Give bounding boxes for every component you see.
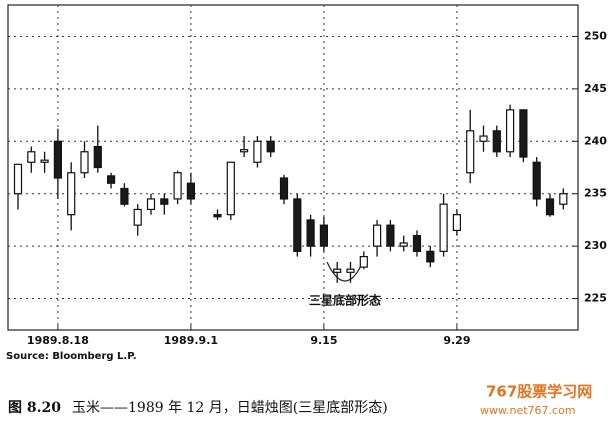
- candle-body: [106, 175, 116, 184]
- y-tick-label: 240: [584, 134, 607, 147]
- candle-body: [266, 140, 275, 153]
- candle-body: [279, 177, 289, 200]
- candle-body: [412, 235, 422, 252]
- candle-body: [346, 268, 355, 273]
- plot-frame: [7, 4, 579, 331]
- candle-body: [120, 187, 129, 205]
- candle-body: [240, 149, 249, 153]
- x-tick-label: 1989.9.1: [164, 334, 218, 347]
- candle-body: [399, 242, 408, 247]
- source: Source: Bloomberg L.P.: [6, 351, 137, 362]
- candle-body: [186, 182, 195, 200]
- x-tick-label: 1989.8.18: [27, 334, 89, 347]
- candle-body: [559, 193, 568, 205]
- candle-body: [519, 109, 528, 158]
- candle-body: [173, 172, 182, 200]
- candle-body: [67, 172, 76, 216]
- candle-body: [492, 130, 501, 153]
- candle-body: [146, 198, 156, 211]
- pattern-arc: [326, 261, 364, 282]
- candle-body: [160, 198, 169, 205]
- candle-body: [479, 135, 488, 142]
- candle-body: [439, 203, 448, 252]
- y-tick-label: 235: [584, 187, 607, 200]
- caption-label: 图 8.20: [8, 400, 61, 416]
- caption-text: 玉米——1989 年 12 月，日蜡烛图(三星底部形态): [72, 400, 388, 416]
- candle-body: [213, 214, 222, 218]
- candle-body: [373, 224, 382, 247]
- watermark-name: 767股票学习网: [486, 383, 592, 401]
- candle-body: [93, 145, 102, 169]
- candle-body: [226, 161, 235, 216]
- x-tick-label: 9.29: [443, 334, 470, 347]
- candle-body: [306, 219, 315, 247]
- candle-body: [452, 214, 461, 232]
- candle-body: [545, 198, 555, 216]
- candle-body: [506, 109, 515, 153]
- candle-body: [293, 198, 302, 252]
- y-tick-label: 250: [584, 29, 607, 42]
- candle-body: [426, 250, 435, 263]
- watermark-url: www.net767.com: [480, 404, 576, 417]
- candle-body: [466, 130, 475, 174]
- candle-body: [253, 140, 262, 163]
- x-tick-label: 9.15: [310, 334, 337, 347]
- candle-body: [359, 256, 368, 268]
- candle-body: [133, 208, 142, 226]
- candle-body: [333, 268, 342, 273]
- candle-body: [532, 161, 541, 200]
- annotation: 三星底部形态: [309, 293, 381, 308]
- y-tick-label: 230: [584, 239, 607, 252]
- candle-body: [80, 151, 89, 174]
- candle-body: [386, 224, 395, 247]
- y-tick-label: 245: [584, 82, 607, 95]
- candle-body: [27, 151, 36, 163]
- candle-body: [40, 159, 49, 163]
- candle-body: [53, 140, 63, 179]
- y-tick-label: 225: [584, 292, 607, 305]
- candle-body: [13, 163, 23, 195]
- candle-body: [319, 224, 328, 247]
